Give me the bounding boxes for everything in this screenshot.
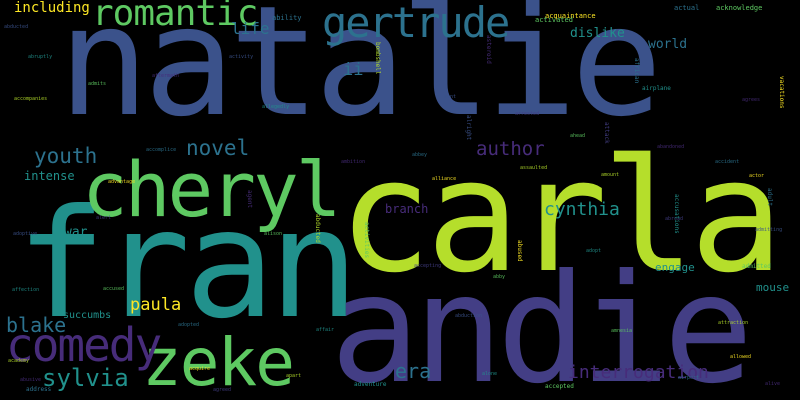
word-comedy: comedy [6,318,162,372]
tiny-word: academy [8,358,30,364]
tiny-word: attraction [718,320,749,326]
tiny-word: affair [316,327,335,333]
vertical-word: abducted [314,214,321,243]
tiny-word: accepting [414,263,442,269]
word-world: world [648,37,688,52]
word-mouse: mouse [756,281,790,294]
tiny-word: accused [103,286,125,292]
vertical-word: bombshell [374,42,381,75]
tiny-word: abby [493,274,506,280]
word-youth: youth [34,144,98,168]
tiny-word: alliance [432,176,457,182]
word-engage: engage [655,261,695,274]
tiny-word: assaulted [520,165,548,171]
tiny-word: accident [715,159,740,165]
word-admitted: admitted [742,263,771,270]
tiny-word: admits [88,81,107,87]
tiny-word: accomplice [146,147,177,153]
tiny-word: ambition [341,159,366,165]
word-branch: branch [385,202,429,216]
tiny-word: activity [229,54,254,60]
tiny-word: acquire [189,366,211,372]
word-activated: activated [535,16,573,24]
tiny-word: advantage [108,179,136,185]
vertical-word: agent [246,190,253,209]
tiny-word: affection [12,287,40,293]
tiny-word: alert [96,215,112,221]
word-accepted: accepted [545,383,574,390]
word-romantic: romantic [92,0,258,34]
word-author: author [476,138,545,160]
tiny-word: agreed [213,387,232,393]
tiny-word: amount [601,172,620,178]
tiny-word: adopt [586,248,602,254]
tiny-word: adopted [178,322,200,328]
word-natalie: natalie [58,0,663,150]
vertical-word: attack [603,122,610,144]
word-cheryl: cheryl [82,145,342,234]
word-blake: blake [6,313,67,337]
word-actual: actual [674,4,700,12]
word-zeke: zeke [142,324,295,400]
tiny-word: alone [482,371,498,377]
word-ii: ii [343,60,364,80]
tiny-word: abandoned [657,144,685,150]
tiny-word: aunt [444,94,457,100]
word-fran: fran [16,178,359,352]
word-acknowledge: acknowledge [716,4,763,12]
word-era: era [395,359,432,383]
tiny-word: actor [749,173,765,179]
vertical-word: alright [465,115,472,141]
word-adventure: adventure [354,381,387,388]
tiny-word: admitting [755,227,783,233]
word-carla: carla [338,125,784,307]
word-intense: intense [24,169,75,183]
tiny-word: alive [765,381,781,387]
tiny-word: amnesia [611,328,633,334]
word-succumbs: succumbs [63,310,112,321]
tiny-word: allowed [730,354,752,360]
vertical-word: activities [363,222,370,259]
tiny-word: abroad [665,216,684,222]
tiny-word: apart [286,373,302,379]
tiny-word: arrested [515,111,540,117]
vertical-word: abused [516,240,523,262]
word-interrogation: interrogation [568,362,709,383]
word-gertrude: gertrude [322,0,510,47]
tiny-word: aftermath [152,73,180,79]
tiny-word: allegedly [262,104,290,110]
tiny-word: ahead [570,133,586,139]
tiny-word: agrees [742,97,761,103]
word-ability: ability [272,14,302,22]
tiny-word: adoptive [13,231,38,237]
tiny-word: abruptly [28,54,53,60]
word-cynthia: cynthia [544,199,620,220]
vertical-word: african [633,58,640,84]
tiny-word: accompanies [14,96,48,102]
word-andie: andie [330,243,754,400]
word-novel: novel [186,136,250,160]
tiny-word: abducted [4,24,29,30]
word-war: war [64,225,88,240]
tiny-word: alison [264,231,283,237]
vertical-word: accusations [673,194,680,234]
vertical-word: asteroid [485,35,492,64]
word-acquaintance: acquaintance [545,12,596,20]
word-sylvia: sylvia [42,364,129,392]
word-address: address [26,386,52,393]
tiny-word: abduction [455,313,483,319]
word-including: including [14,0,90,16]
tiny-word: airport [678,375,700,381]
tiny-word: abbey [412,152,428,158]
word-airplane: airplane [642,85,671,92]
word-dislike: dislike [570,26,625,41]
word-paula: paula [130,295,182,315]
vertical-word: vacations [778,76,785,109]
tiny-word: abusive [20,377,42,383]
word-life: life [231,19,270,38]
vertical-word: adult [766,188,773,207]
